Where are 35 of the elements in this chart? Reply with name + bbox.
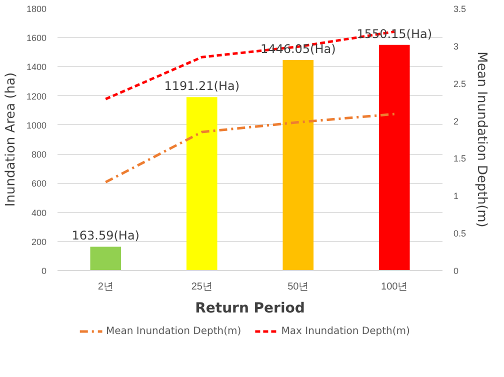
y2-tick-label: 1 [454, 191, 459, 202]
y-tick-label: 1400 [26, 62, 47, 72]
y-axis-title: Inundation Area (ha) [3, 72, 18, 207]
x-tick-label: 25년 [191, 282, 212, 292]
y-tick-label: 1600 [26, 33, 47, 44]
y2-tick-label: 1.5 [454, 154, 466, 164]
line-series [104, 112, 396, 184]
y2-tick-label: 3 [454, 41, 459, 52]
y2-tick-label: 2 [454, 116, 459, 126]
legend-label: Max Inundation Depth(m) [281, 326, 410, 337]
x-tick-label: 100년 [381, 282, 408, 292]
x-tick-label: 2년 [98, 282, 114, 292]
bar [378, 44, 410, 270]
data-label: 163.59(Ha) [72, 228, 140, 243]
y2-tick-label: 3.5 [454, 4, 466, 14]
bar [282, 60, 314, 270]
legend-label: Mean Inundation Depth(m) [106, 326, 242, 337]
y-tick-label: 1200 [26, 91, 47, 102]
y-tick-label: 200 [31, 236, 47, 247]
y-tick-label: 1000 [26, 120, 47, 130]
y2-tick-label: 0.5 [454, 228, 466, 239]
y-tick-label: 0 [41, 266, 47, 276]
x-axis-title: Return Period [195, 300, 305, 316]
y-tick-label: 400 [31, 208, 47, 218]
y2-tick-label: 2.5 [454, 78, 466, 89]
y-tick-label: 1800 [26, 4, 47, 14]
y2-tick-label: 0 [454, 266, 459, 276]
data-label: 1191.21(Ha) [164, 79, 240, 94]
bar [90, 246, 122, 270]
data-label: 1446.05(Ha) [260, 42, 336, 56]
y-tick-label: 600 [31, 178, 47, 189]
x-tick-label: 50년 [288, 282, 309, 292]
y2-axis-title: Mean Inundation Depth(m) [474, 52, 490, 228]
y-tick-label: 800 [31, 150, 47, 160]
bar [186, 97, 218, 270]
